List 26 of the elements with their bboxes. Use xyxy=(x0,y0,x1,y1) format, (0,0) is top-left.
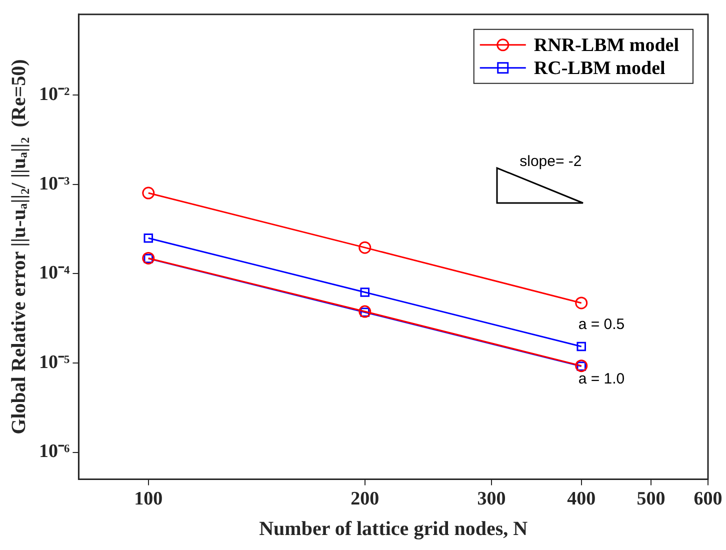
x-tick-label: 100 xyxy=(134,488,163,510)
point xyxy=(144,234,154,243)
y-tick-label: 10⁻² xyxy=(38,84,70,105)
x-tick-label: 400 xyxy=(567,488,596,510)
point xyxy=(358,241,372,254)
point xyxy=(358,305,372,318)
y-axis-title: Global Relative error ||u-uₐ||₂/ ||uₐ||₂ (Re=50) xyxy=(8,59,30,434)
point xyxy=(360,288,370,297)
x-tick-label: 600 xyxy=(694,488,722,510)
legend-label: RNR-LBM model xyxy=(534,34,680,56)
point xyxy=(142,186,155,200)
annotation: a = 0.5 xyxy=(578,316,625,334)
annotation: slope= -2 xyxy=(520,152,582,170)
x-axis-title: Number of lattice grid nodes, N xyxy=(259,518,528,540)
annotation: a = 1.0 xyxy=(578,370,625,388)
y-tick-label: 10⁻⁶ xyxy=(38,441,70,462)
y-tick-label: 10⁻⁴ xyxy=(38,262,70,284)
y-tick-label: 10⁻³ xyxy=(38,173,70,194)
point xyxy=(360,308,370,317)
point xyxy=(575,296,588,310)
x-tick-label: 200 xyxy=(350,488,380,510)
legend-label: RC-LBM model xyxy=(534,58,666,79)
y-tick-label: 10⁻⁵ xyxy=(38,352,70,373)
point xyxy=(576,342,586,352)
x-tick-label: 300 xyxy=(477,488,506,510)
x-tick-label: 500 xyxy=(636,488,666,510)
